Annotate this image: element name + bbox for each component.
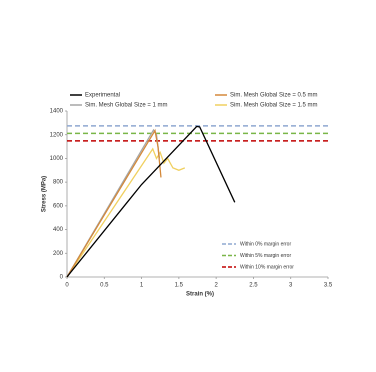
y-tick-label: 800 <box>53 180 64 186</box>
y-axis-label: Stress (MPa) <box>42 176 48 212</box>
legend-label: Experimental <box>85 93 120 99</box>
legend-label: Within 5% margin error <box>240 253 291 259</box>
series-line <box>66 125 236 278</box>
y-tick-label: 600 <box>53 203 64 209</box>
y-tick-label: 400 <box>53 227 64 233</box>
legend-label: Sim. Mesh Global Size = 1.5 mm <box>230 103 318 109</box>
y-tick-label: 1200 <box>50 132 64 138</box>
legend-label: Sim. Mesh Global Size = 0.5 mm <box>230 93 318 99</box>
x-tick-label: 1.5 <box>175 283 184 289</box>
legend-label: Within 0% margin error <box>240 241 291 247</box>
x-tick-label: 2 <box>214 283 218 289</box>
x-tick-label: 1 <box>140 283 144 289</box>
x-tick-label: 2.5 <box>249 283 258 289</box>
x-axis-label: Strain (%) <box>186 292 214 298</box>
x-tick-label: 3 <box>289 283 293 289</box>
y-tick-label: 200 <box>53 251 64 257</box>
x-tick-label: 3.5 <box>324 283 333 289</box>
series-line <box>66 128 162 278</box>
legend-label: Sim. Mesh Global Size = 1 mm <box>85 103 168 109</box>
y-tick-label: 0 <box>60 275 64 281</box>
x-tick-label: 0.5 <box>100 283 109 289</box>
y-tick-label: 1000 <box>50 156 64 162</box>
series-line <box>66 147 186 278</box>
x-tick-label: 0 <box>65 283 69 289</box>
y-tick-label: 1400 <box>50 109 64 115</box>
legend-label: Within 10% margin error <box>240 264 294 270</box>
